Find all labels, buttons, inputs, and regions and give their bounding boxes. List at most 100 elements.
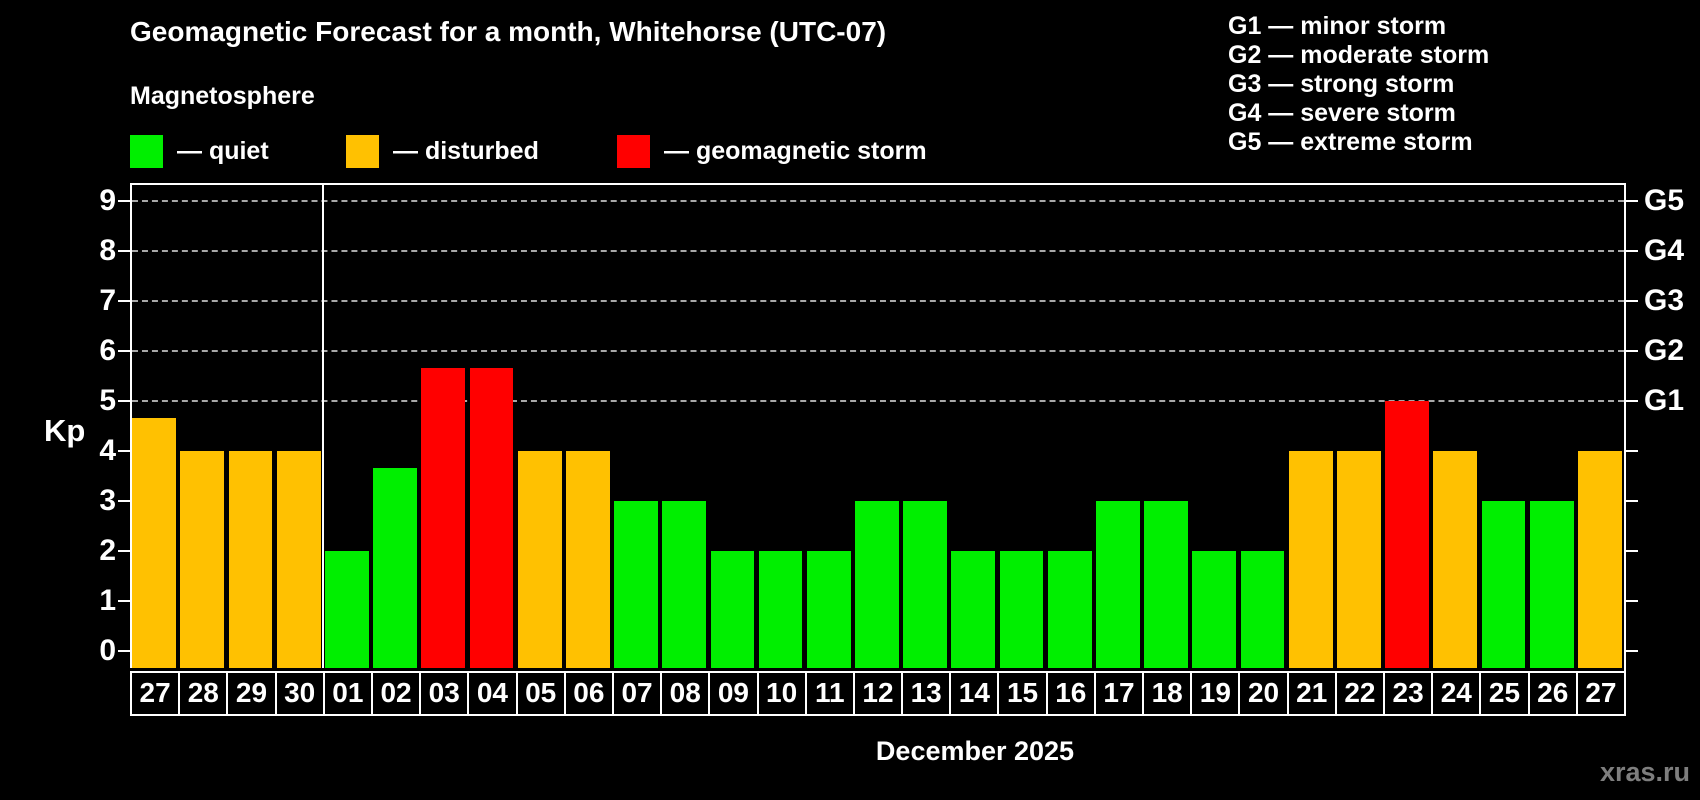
gridline [132, 250, 1624, 252]
date-cell: 04 [467, 671, 518, 716]
y-axis-tick [118, 650, 130, 652]
y-axis-tick [118, 600, 130, 602]
date-cell: 02 [370, 671, 422, 716]
kp-bar [324, 551, 369, 668]
y-axis-line [130, 183, 132, 668]
g1-legend-line: G1 — minor storm [1228, 12, 1447, 40]
y-tick-label: 5 [99, 384, 116, 417]
date-cell: 20 [1238, 671, 1289, 716]
date-cell: 09 [708, 671, 759, 716]
quiet-swatch-icon [130, 135, 163, 168]
gridline [132, 400, 1624, 402]
y-tick-label: 6 [99, 334, 116, 367]
kp-bar [614, 501, 658, 668]
kp-bar [180, 451, 225, 668]
date-cell: 15 [997, 671, 1048, 716]
date-cell: 24 [1431, 671, 1482, 716]
kp-bar [1192, 551, 1237, 668]
date-cell: 14 [949, 671, 1000, 716]
x-axis-title: December 2025 [875, 736, 1075, 766]
kp-bar [806, 551, 851, 668]
chart-subtitle: Magnetosphere [130, 82, 315, 110]
date-cell: 26 [1527, 671, 1578, 716]
y-axis-tick [118, 200, 130, 202]
kp-bar [1337, 451, 1381, 668]
y-axis-tick [118, 350, 130, 352]
legend-item-quiet: — quiet [130, 135, 269, 168]
date-cell: 29 [226, 671, 277, 716]
g4-legend-line: G4 — severe storm [1228, 99, 1456, 127]
g5-legend-line: G5 — extreme storm [1228, 128, 1473, 156]
date-cell: 07 [611, 671, 663, 716]
y-axis-tick [118, 300, 130, 302]
kp-bar [1433, 451, 1478, 668]
date-cell: 12 [852, 671, 904, 716]
g-scale-label: G3 [1644, 284, 1685, 317]
date-cell: 28 [178, 671, 229, 716]
kp-bar [469, 367, 514, 668]
right-axis-tick [1626, 500, 1638, 502]
kp-bar [999, 551, 1044, 668]
legend-label-storm: — geomagnetic storm [664, 137, 927, 165]
date-cell: 22 [1334, 671, 1386, 716]
g-scale-label: G2 [1644, 334, 1685, 367]
right-axis-tick [1626, 300, 1638, 302]
date-cell: 08 [660, 671, 711, 716]
date-cell: 01 [322, 671, 373, 716]
date-cell: 19 [1190, 671, 1241, 716]
legend-item-disturbed: — disturbed [346, 135, 539, 168]
date-cell: 23 [1383, 671, 1434, 716]
date-cell: 11 [804, 671, 855, 716]
kp-bar [1578, 451, 1622, 668]
gridline [132, 200, 1624, 202]
right-axis-tick [1626, 550, 1638, 552]
date-cell: 30 [274, 671, 325, 716]
kp-bar [228, 451, 273, 668]
kp-bar [1529, 501, 1574, 668]
right-axis-tick [1626, 250, 1638, 252]
kp-bar [276, 451, 321, 668]
date-cell: 03 [419, 671, 470, 716]
g-scale-label: G5 [1644, 184, 1685, 217]
date-cell: 18 [1142, 671, 1193, 716]
g3-legend-line: G3 — strong storm [1228, 70, 1455, 98]
right-axis-tick [1626, 400, 1638, 402]
y-tick-label: 4 [99, 434, 116, 467]
y-tick-label: 1 [99, 584, 116, 617]
date-axis: 27 28 29 30 01 02 03 04 05 06 07 08 09 10 11 12 13 14 15 16… [130, 671, 1626, 716]
legend-label-disturbed: — disturbed [393, 137, 539, 165]
y-tick-label: 3 [99, 484, 116, 517]
g-scale-legend: G1 — minor storm G2 — moderate storm G3 … [1228, 12, 1489, 157]
kp-bar [1385, 401, 1429, 668]
kp-bar [373, 467, 417, 668]
watermark: xras.ru [1599, 757, 1690, 787]
month-separator [321, 183, 324, 668]
storm-swatch-icon [617, 135, 650, 168]
y-axis-tick [118, 550, 130, 552]
date-cell: 21 [1286, 671, 1337, 716]
chart-title: Geomagnetic Forecast for a month, Whiteh… [130, 16, 887, 47]
kp-bar [1047, 551, 1092, 668]
gridline [132, 300, 1624, 302]
date-cell: 10 [756, 671, 807, 716]
y-axis-tick [118, 500, 130, 502]
kp-bar [951, 551, 996, 668]
date-cell: 17 [1093, 671, 1145, 716]
right-axis-tick [1626, 650, 1638, 652]
kp-bar [1288, 451, 1333, 668]
g-scale-label: G1 [1644, 384, 1685, 417]
disturbed-swatch-icon [346, 135, 379, 168]
kp-bar [1144, 501, 1189, 668]
legend-label-quiet: — quiet [177, 137, 269, 165]
right-axis-tick [1626, 450, 1638, 452]
legend-item-storm: — geomagnetic storm [617, 135, 927, 168]
date-cell: 25 [1479, 671, 1530, 716]
kp-bar [903, 501, 948, 668]
plot-area: 0 1 2 3 4 5 6 7 8 9 G1 G2 G3 G4 G5 [99, 183, 1684, 716]
date-cell: 27 [130, 671, 181, 716]
date-cell: 27 [1575, 671, 1626, 716]
date-cell: 13 [901, 671, 952, 716]
kp-bar [1481, 501, 1526, 668]
y-tick-label: 7 [99, 284, 116, 317]
